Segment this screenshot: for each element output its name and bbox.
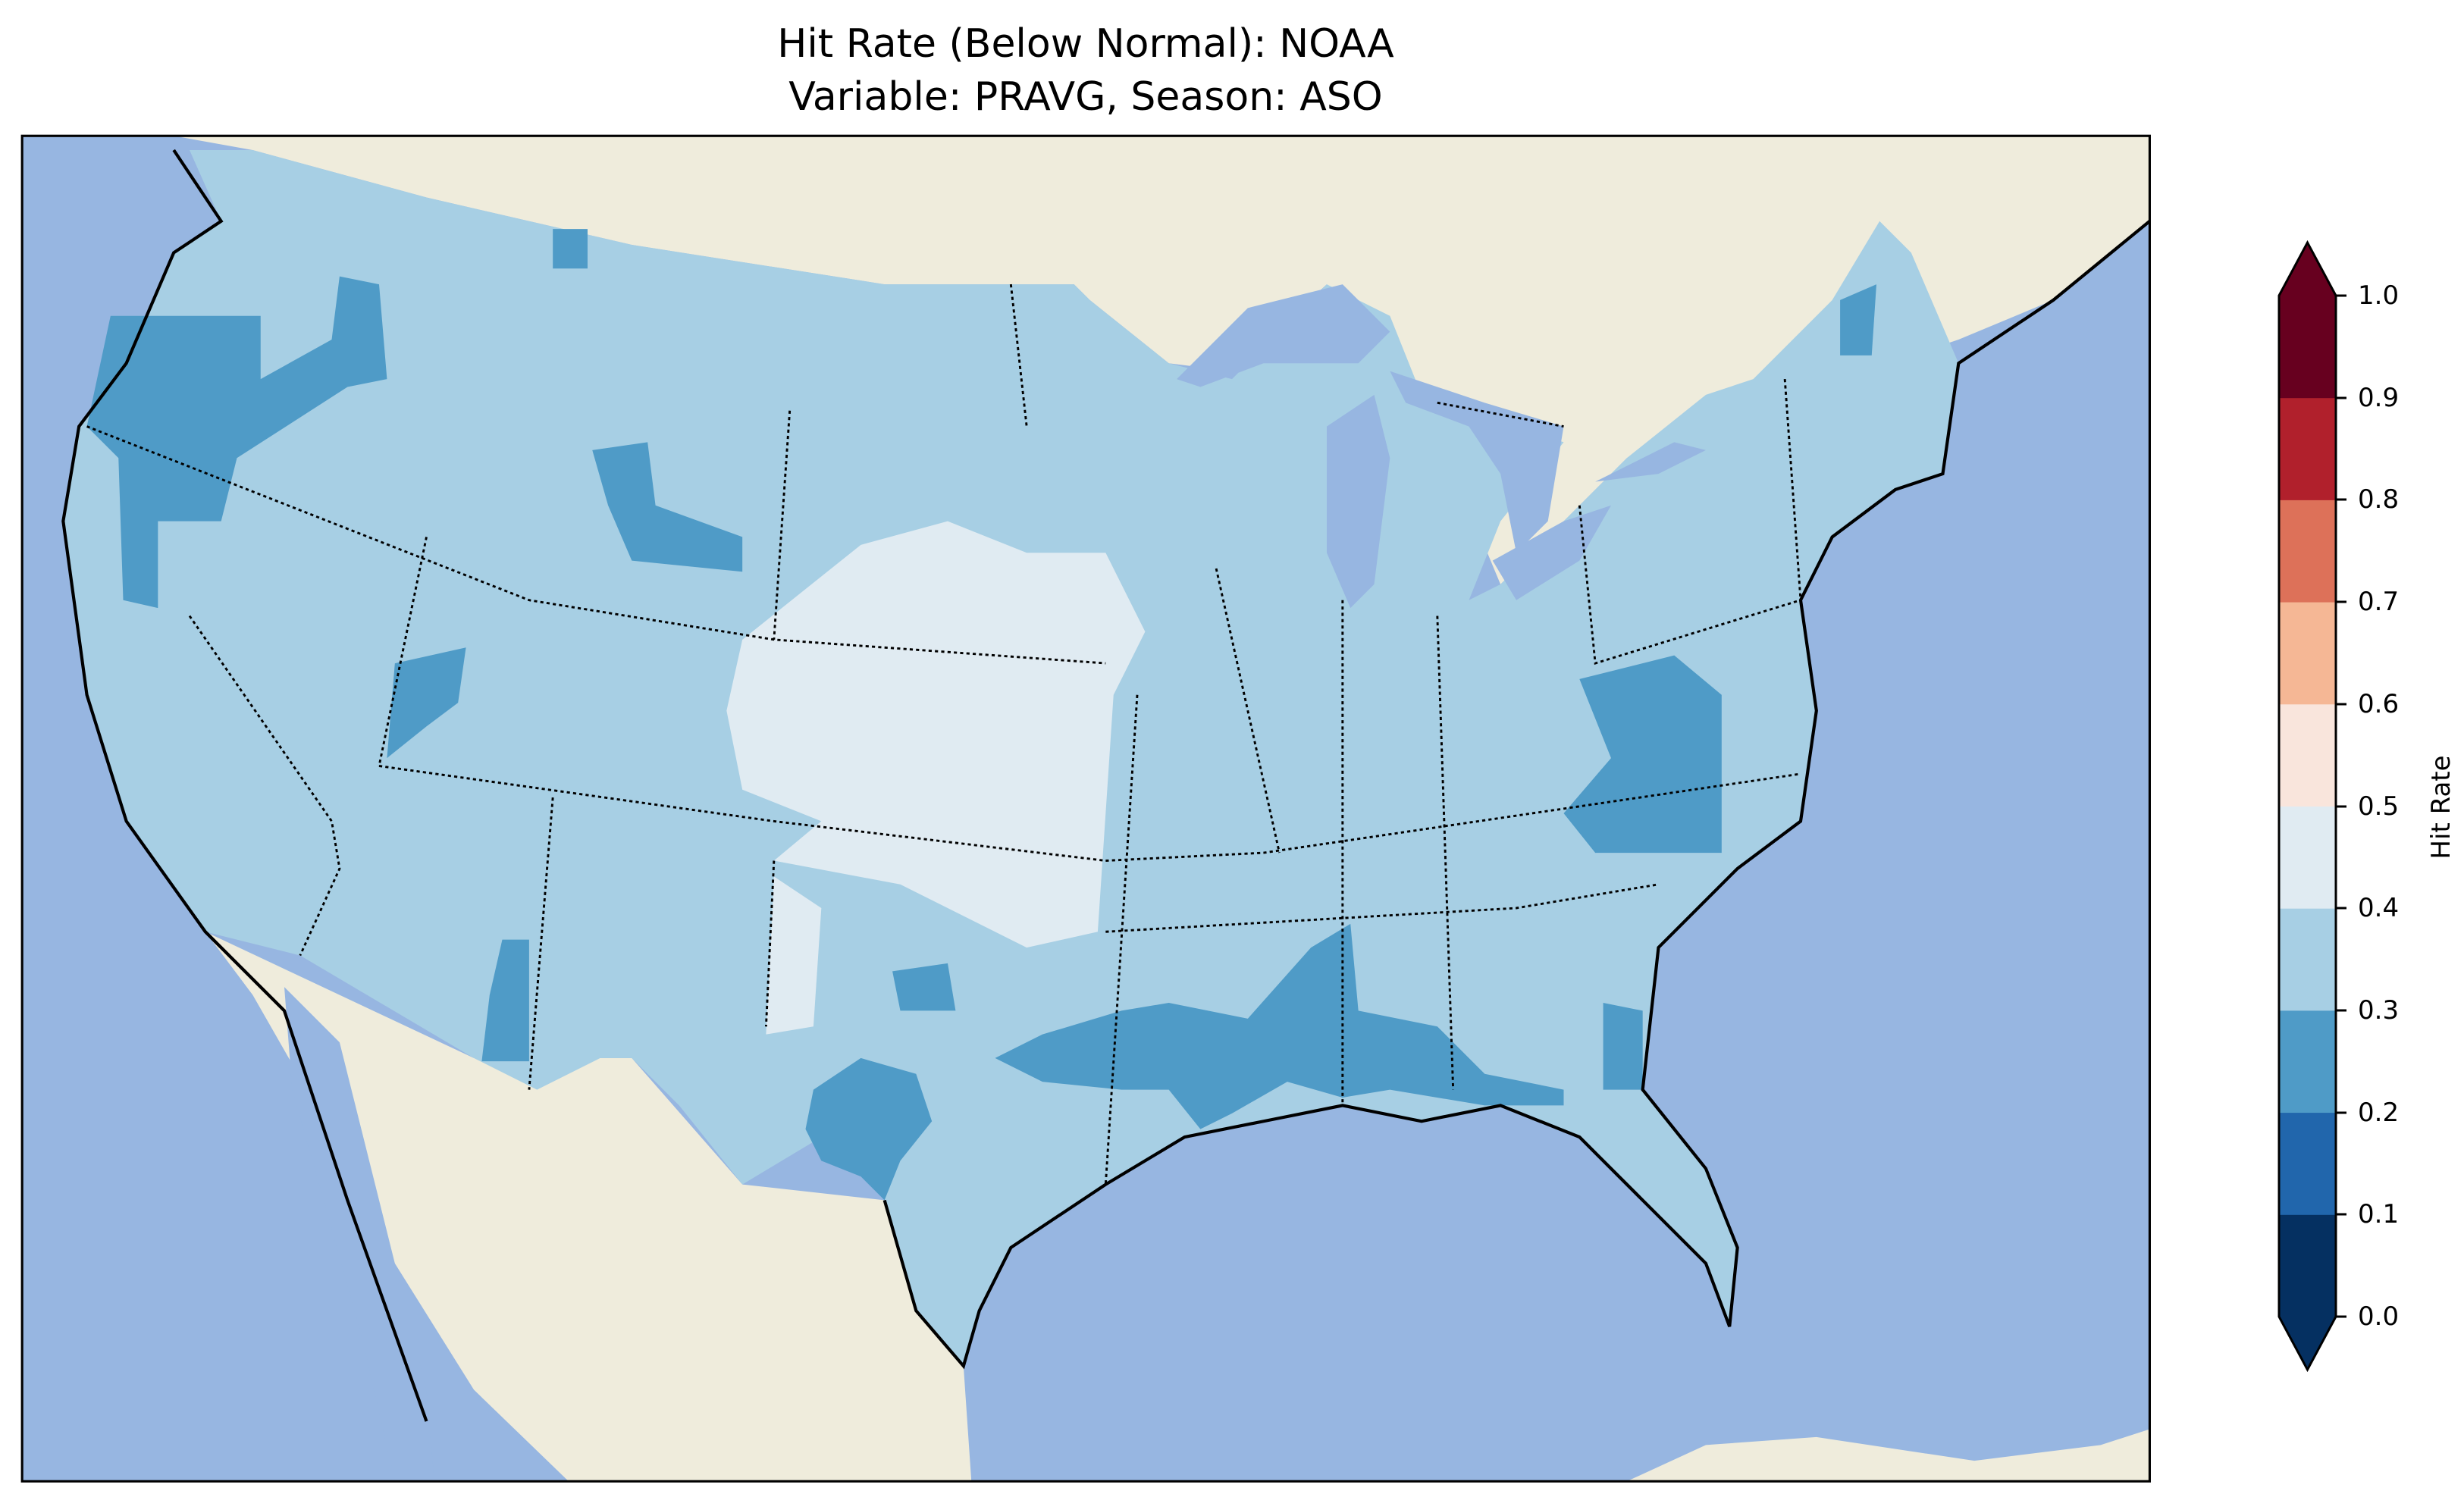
colorbar-tick-label: 0.8: [2358, 484, 2400, 515]
colorbar-tick: [2336, 907, 2346, 910]
colorbar-label: Hit Rate: [2426, 755, 2456, 860]
colorbar-swatch: [2279, 397, 2336, 500]
colorbar-tick: [2336, 498, 2346, 501]
coastline: [61, 149, 2150, 1422]
colorbar-swatch: [2279, 703, 2336, 807]
colorbar-swatch: [2279, 908, 2336, 1011]
colorbar-tick-label: 0.1: [2358, 1199, 2400, 1230]
colorbar-swatch: [2279, 602, 2336, 705]
region-0.4-0.5: [726, 521, 1146, 1035]
colorbar-swatch: [2279, 1010, 2336, 1113]
colorbar-tick: [2336, 600, 2346, 603]
colorbar-tick-label: 0.0: [2358, 1301, 2400, 1332]
colorbar-tick-label: 0.3: [2358, 994, 2400, 1026]
chart-title-line1: Hit Rate (Below Normal): NOAA: [777, 21, 1394, 67]
chart-title-line2: Variable: PRAVG, Season: ASO: [788, 74, 1383, 120]
colorbar-extend-max: [2279, 243, 2336, 296]
colorbar-tick-label: 0.9: [2358, 382, 2400, 413]
canada-land: [174, 136, 2150, 584]
colorbar-tick: [2336, 294, 2346, 297]
colorbar-tick-label: 0.6: [2358, 688, 2400, 719]
colorbar-tick-label: 0.2: [2358, 1097, 2400, 1128]
colorbar-swatch: [2279, 1214, 2336, 1317]
colorbar-swatch: [2279, 1112, 2336, 1215]
colorbar-tick: [2336, 396, 2346, 399]
region-0.2-0.3: [86, 229, 1876, 1201]
colorbar-tick-label: 1.0: [2358, 280, 2400, 311]
caribbean-land: [1626, 1429, 2150, 1482]
great-lakes: [1177, 284, 1706, 609]
state-borders: [86, 283, 1802, 1185]
colorbar-tick-label: 0.7: [2358, 587, 2400, 618]
mexico-land: [205, 932, 972, 1482]
colorbar-swatch: [2279, 500, 2336, 603]
colorbar-tick: [2336, 1009, 2346, 1012]
colorbar-tick: [2336, 805, 2346, 807]
colorbar-tick: [2336, 1111, 2346, 1114]
colorbar-tick: [2336, 1213, 2346, 1216]
map-frame: [20, 134, 2151, 1483]
colorbar-extend-min: [2279, 1317, 2336, 1370]
colorbar-swatch: [2279, 806, 2336, 909]
colorbar-tick: [2336, 703, 2346, 706]
colorbar-swatch: [2279, 296, 2336, 399]
colorbar-tick-label: 0.5: [2358, 791, 2400, 822]
colorbar-tick-label: 0.4: [2358, 893, 2400, 924]
colorbar-tick: [2336, 1315, 2346, 1318]
